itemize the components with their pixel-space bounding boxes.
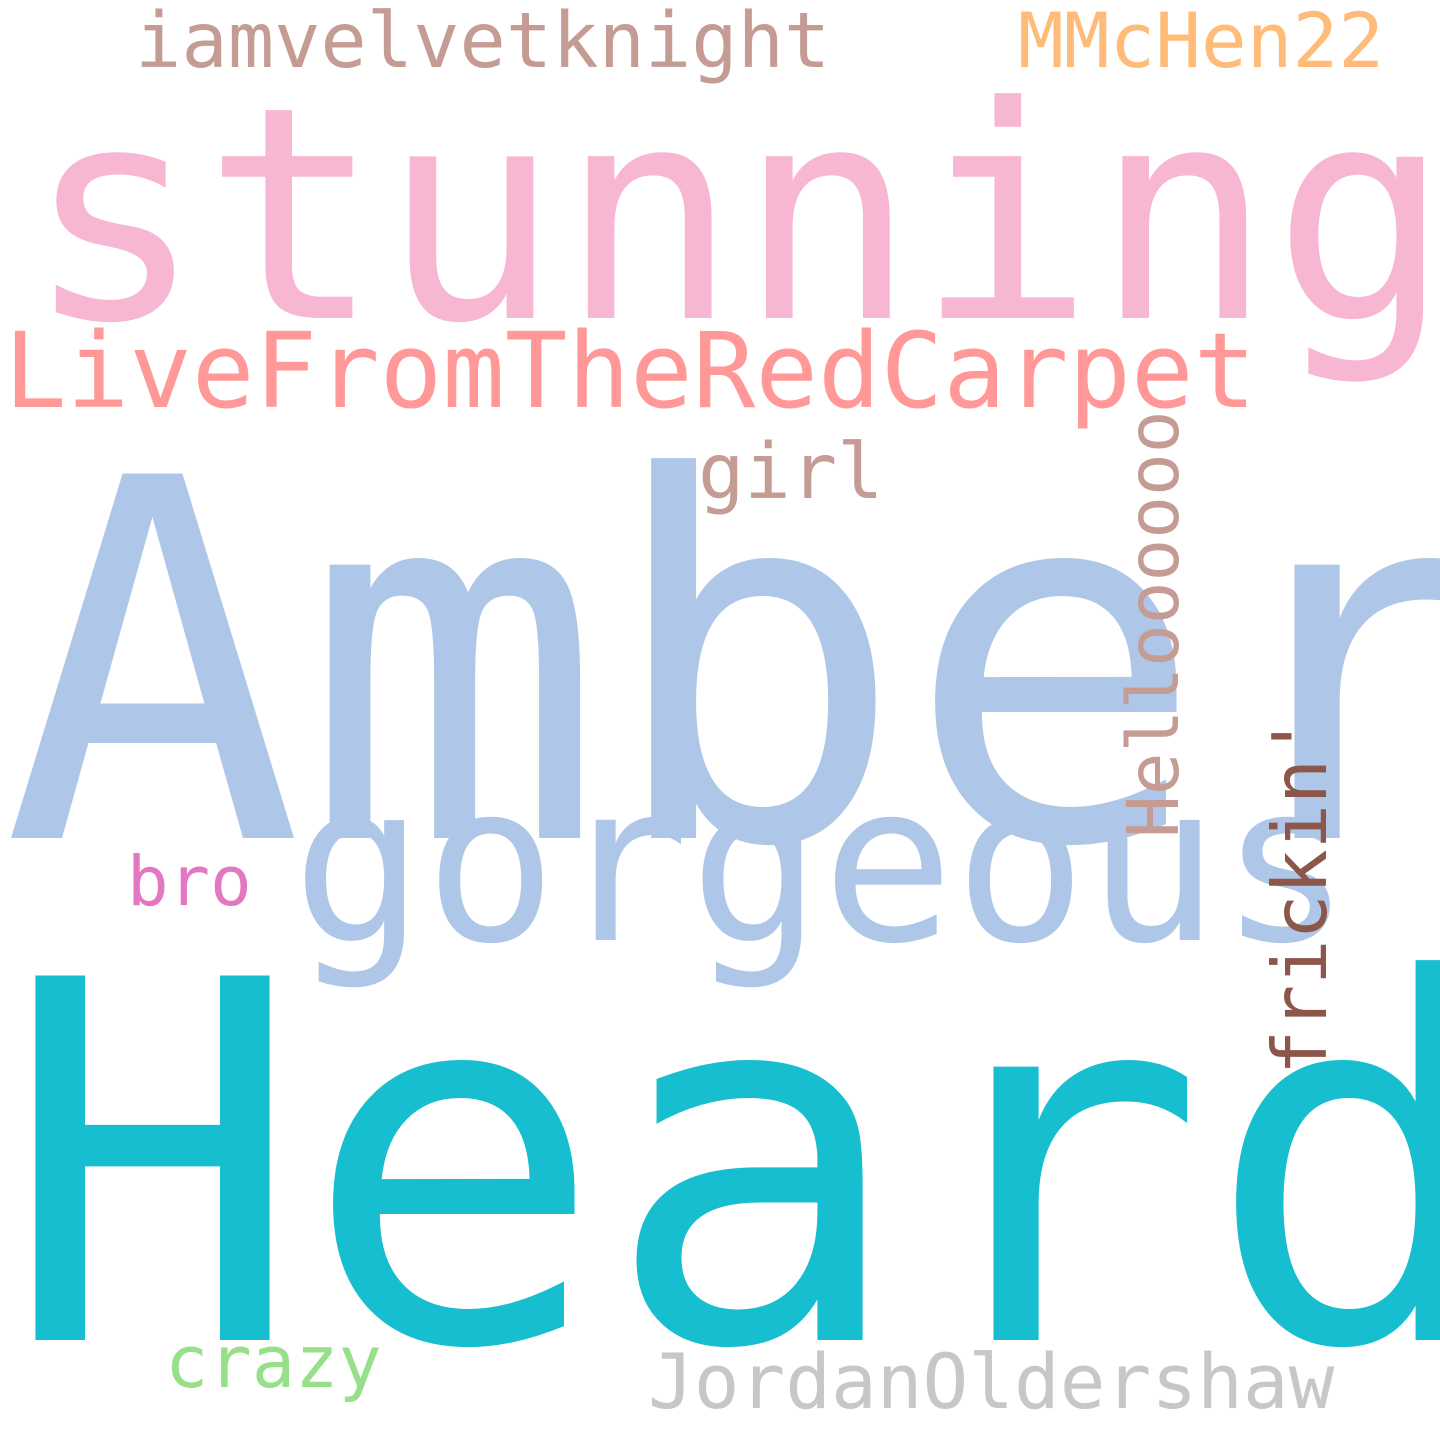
word-stunning: stunning	[25, 43, 1440, 388]
word-iamvelvetknight: iamvelvetknight	[135, 0, 830, 86]
word-girl: girl	[698, 428, 883, 517]
word-crazy: crazy	[165, 1320, 382, 1404]
word-gorgeous: gorgeous	[292, 736, 1352, 992]
word-bro: bro	[127, 842, 252, 922]
word-livefromtheredcarpet: LiveFromTheRedCarpet	[4, 310, 1256, 432]
word-amber: Amber	[2, 374, 1440, 956]
word-mmchen22: MMcHen22	[1018, 0, 1384, 85]
word-jordanoldershaw: JordanOldershaw	[648, 1337, 1335, 1426]
word-helloooooo: Helloooooo	[1112, 411, 1195, 838]
word-frickin: frickin'	[1256, 714, 1344, 1075]
word-heard: Heard	[2, 876, 1440, 1440]
